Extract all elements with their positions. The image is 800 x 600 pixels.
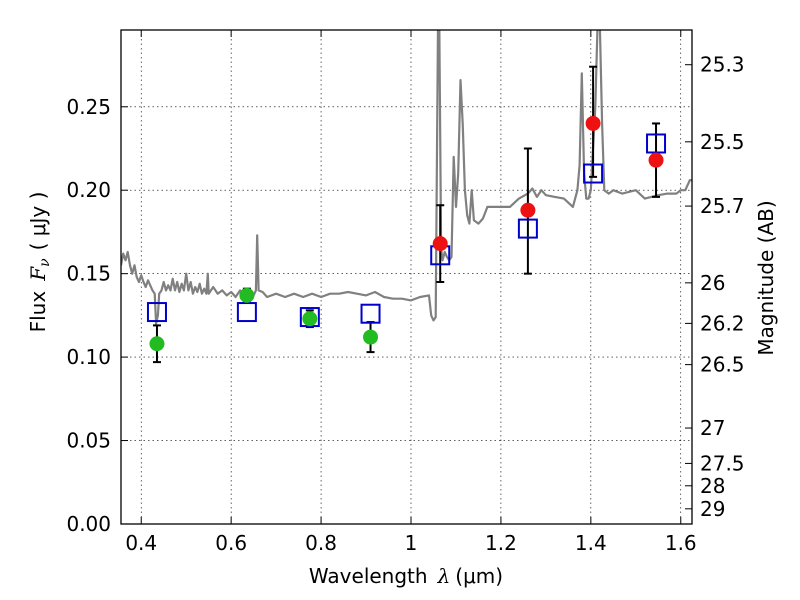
right-tick-label: 25.5 bbox=[700, 130, 745, 154]
y-tick-label: 0.25 bbox=[66, 95, 111, 119]
right-axis-label: Magnitude (AB) bbox=[754, 200, 778, 355]
plot-frame bbox=[120, 29, 693, 525]
observed-point bbox=[648, 152, 664, 168]
model-square bbox=[517, 218, 538, 239]
x-tick-label: 1.6 bbox=[665, 531, 697, 555]
model-square bbox=[236, 302, 257, 323]
right-tick-label: 26 bbox=[700, 271, 725, 295]
y-axis-label: Flux Fν ( μJy ) bbox=[26, 192, 53, 333]
y-axis-symbol: F bbox=[26, 266, 50, 282]
observed-point bbox=[432, 236, 448, 252]
observed-point bbox=[363, 329, 379, 345]
model-square bbox=[646, 133, 667, 154]
y-tick-label: 0.20 bbox=[66, 178, 111, 202]
model-square bbox=[360, 303, 381, 324]
x-tick-label: 0.8 bbox=[305, 531, 337, 555]
y-tick-label: 0.05 bbox=[66, 429, 111, 453]
x-axis-unit: (μm) bbox=[455, 564, 503, 588]
right-tick-label: 25.3 bbox=[700, 53, 745, 77]
observed-point bbox=[585, 115, 601, 131]
y-axis-subscript: ν bbox=[37, 258, 53, 267]
x-tick-label: 1 bbox=[405, 531, 418, 555]
observed-point bbox=[149, 336, 165, 352]
errorbar-layer bbox=[152, 65, 661, 364]
observed-point bbox=[520, 202, 536, 218]
y-tick-label: 0.15 bbox=[66, 262, 111, 286]
x-axis-symbol: λ bbox=[437, 564, 451, 588]
marker-layer bbox=[146, 115, 667, 352]
x-tick-label: 1.4 bbox=[575, 531, 607, 555]
x-tick-label: 0.4 bbox=[125, 531, 157, 555]
right-tick-label: 25.7 bbox=[700, 194, 745, 218]
spectrum-layer bbox=[121, 30, 692, 325]
right-tick-label: 26.2 bbox=[700, 311, 745, 335]
y-tick-label: 0.00 bbox=[66, 512, 111, 536]
x-axis-label-prefix: Wavelength bbox=[309, 564, 428, 588]
spectrum-line bbox=[121, 30, 692, 325]
x-axis-label: Wavelength λ (μm) bbox=[309, 564, 503, 588]
tick-marks bbox=[121, 30, 692, 525]
model-square bbox=[583, 163, 604, 184]
y-axis-unit: ( μJy ) bbox=[26, 192, 50, 251]
observed-point bbox=[302, 311, 318, 327]
y-tick-label: 0.10 bbox=[66, 345, 111, 369]
x-tick-label: 0.6 bbox=[215, 531, 247, 555]
right-tick-label: 28 bbox=[700, 474, 725, 498]
y-axis-label-prefix: Flux bbox=[26, 291, 50, 333]
model-square bbox=[146, 302, 167, 323]
observed-point bbox=[239, 287, 255, 303]
right-tick-label: 29 bbox=[700, 497, 725, 521]
right-tick-label: 27.5 bbox=[700, 451, 745, 475]
right-tick-label: 26.5 bbox=[700, 353, 745, 377]
tick-labels: 0.4 0.6 0.8 1 1.2 1.4 1.6 0.00 0.05 0.10 0.15 0.20 0… bbox=[66, 53, 744, 555]
right-tick-label: 27 bbox=[700, 416, 725, 440]
x-tick-label: 1.2 bbox=[485, 531, 517, 555]
